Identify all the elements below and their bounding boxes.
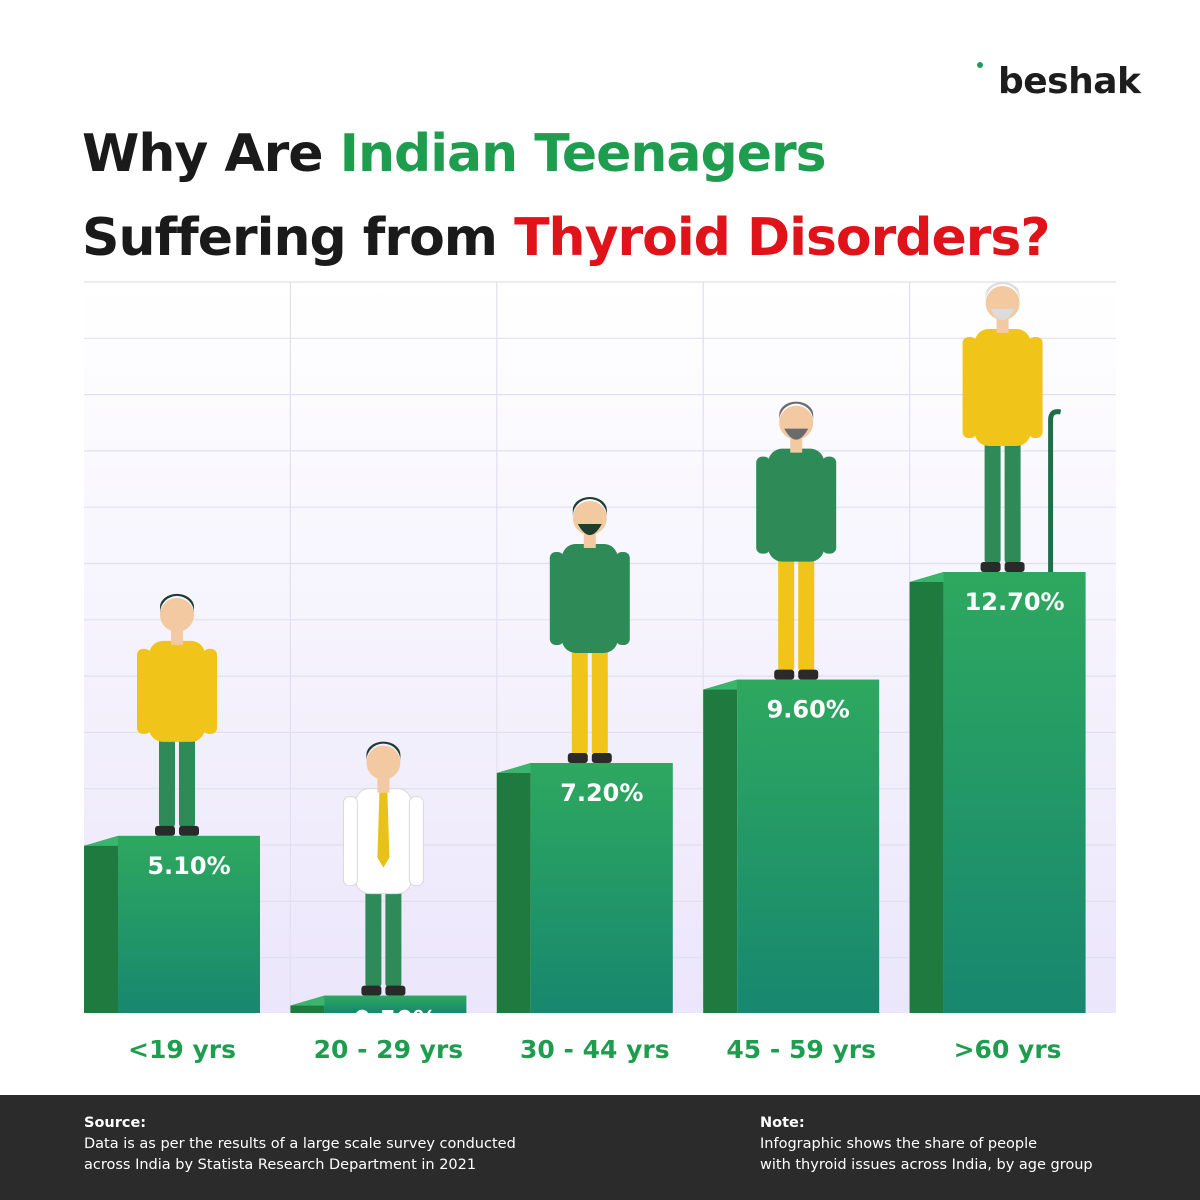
source-text-line1: Data is as per the results of a large sc… [84, 1136, 516, 1152]
title-line1-prefix: Why Are [82, 124, 340, 184]
bar [530, 762, 673, 1013]
person-illustration [137, 593, 217, 836]
bar-data-labels: 5.10% 0.50% 7.20% 9.60% 12.70% [147, 588, 1064, 1034]
x-tick-label: 45 - 59 yrs [726, 1035, 876, 1064]
source-text-line2: across India by Statista Research Depart… [84, 1157, 477, 1173]
x-tick-label: 20 - 29 yrs [314, 1035, 464, 1064]
bar-side [496, 762, 531, 1013]
bar-series [84, 572, 1086, 1013]
person-illustration [549, 496, 630, 763]
note-text-line2: with thyroid issues across India, by age… [760, 1157, 1093, 1173]
person-illustration [342, 741, 424, 996]
page-title: Why Are Indian Teenagers Suffering from … [82, 112, 1142, 280]
title-line-2: Suffering from Thyroid Disorders? [82, 196, 1142, 280]
x-tick-label: >60 yrs [954, 1035, 1062, 1064]
person-figures [137, 282, 1062, 996]
bar-side [909, 572, 944, 1013]
x-tick-label: <19 yrs [128, 1035, 236, 1064]
bar [118, 835, 260, 1013]
x-tick-label: 30 - 44 yrs [520, 1035, 670, 1064]
person-illustration [756, 401, 837, 680]
bar-side [703, 679, 738, 1013]
bar [324, 995, 467, 1013]
logo-dot-icon [972, 62, 998, 102]
person-illustration [962, 282, 1062, 572]
logo-text: beshak [998, 61, 1141, 102]
title-line-1: Why Are Indian Teenagers [82, 112, 1142, 196]
brand-logo: beshak [972, 58, 1141, 102]
title-line1-highlight: Indian Teenagers [339, 124, 827, 184]
bar-data-label: 5.10% [147, 852, 230, 880]
bar-data-label: 7.20% [560, 779, 643, 807]
note-block: Note: Infographic shows the share of peo… [760, 1113, 1160, 1176]
note-heading: Note: [760, 1115, 805, 1131]
source-block: Source: Data is as per the results of a … [84, 1113, 564, 1176]
x-axis-tick-labels: <19 yrs 20 - 29 yrs 30 - 44 yrs 45 - 59 yrs… [128, 1035, 1062, 1064]
bar [737, 679, 880, 1013]
bar-data-label: 12.70% [965, 588, 1065, 616]
title-line2-prefix: Suffering from [82, 208, 515, 268]
source-heading: Source: [84, 1115, 147, 1131]
bar-side [84, 835, 118, 1013]
footer: Source: Data is as per the results of a … [0, 1095, 1200, 1200]
bar [943, 572, 1086, 1013]
note-text-line1: Infographic shows the share of people [760, 1136, 1038, 1152]
bar-data-label: 9.60% [767, 696, 850, 724]
bar-data-label: 0.50% [354, 1006, 437, 1034]
title-line2-highlight: Thyroid Disorders? [514, 208, 1050, 268]
bar-chart: 5.10% 0.50% 7.20% 9.60% 12.70% <19 yrs 20 - 2… [84, 281, 1116, 1064]
